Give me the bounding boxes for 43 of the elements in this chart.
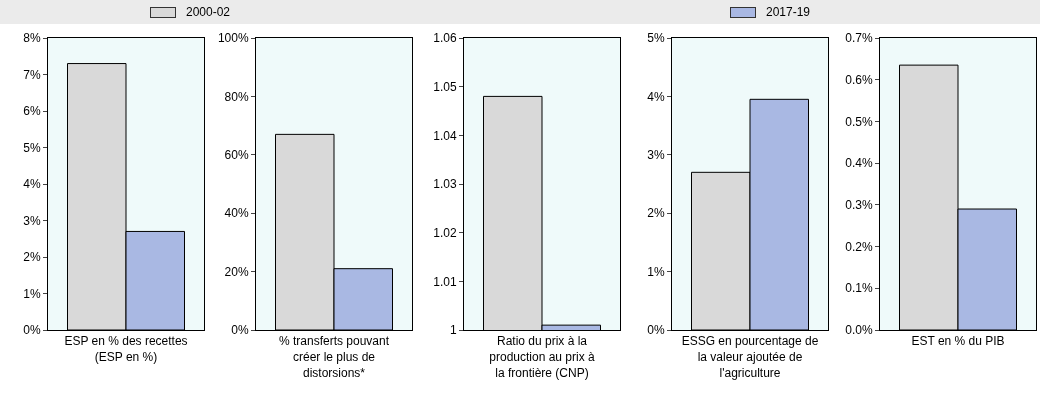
x-tick-label: ESSG en pourcentage de la valeur ajoutée de l'agriculture bbox=[681, 334, 819, 380]
y-tick-label: 3% bbox=[647, 148, 665, 162]
x-tick-label: ESP en % des recettes (ESP en %) bbox=[64, 334, 188, 364]
y-tick-label: 2% bbox=[647, 206, 665, 221]
y-tick-label: 0.6% bbox=[845, 72, 873, 87]
y-tick-label: 2% bbox=[23, 250, 41, 265]
y-tick-label: 40% bbox=[224, 206, 249, 221]
y-tick-label: 1.03 bbox=[433, 177, 457, 192]
x-tick-label: EST en % du PIB bbox=[911, 334, 1005, 349]
y-tick-label: 20% bbox=[224, 264, 249, 279]
y-tick-label: 8% bbox=[23, 31, 41, 46]
y-tick-label: 80% bbox=[224, 89, 249, 104]
y-tick-label: 4% bbox=[647, 89, 665, 104]
y-tick-label: 0% bbox=[231, 323, 249, 338]
y-tick-label: 1% bbox=[23, 286, 41, 301]
y-tick-label: 0.5% bbox=[845, 114, 873, 129]
y-tick-label: 7% bbox=[23, 67, 41, 82]
y-tick-label: 4% bbox=[23, 177, 41, 192]
legend-label: 2017-19 bbox=[766, 5, 811, 19]
y-tick-label: 0.4% bbox=[845, 156, 873, 171]
y-tick-label: 60% bbox=[224, 148, 249, 162]
y-tick-label: 100% bbox=[217, 31, 249, 46]
y-tick-label: 1.02 bbox=[433, 225, 457, 240]
y-tick-label: 3% bbox=[23, 213, 41, 228]
y-tick-label: 5% bbox=[23, 140, 41, 155]
y-tick-label: 0% bbox=[647, 323, 665, 338]
y-tick-label: 1.05 bbox=[433, 79, 457, 94]
y-tick-label: 1 bbox=[449, 323, 457, 338]
y-tick-label: 5% bbox=[647, 31, 665, 46]
y-tick-label: 0.7% bbox=[845, 31, 873, 46]
y-tick-label: 0.3% bbox=[845, 198, 873, 213]
y-tick-label: 0.1% bbox=[845, 281, 873, 296]
y-tick-label: 0% bbox=[23, 323, 41, 338]
y-tick-label: 1.04 bbox=[433, 128, 457, 143]
y-tick-label: 0.2% bbox=[845, 239, 873, 254]
y-tick-label: 6% bbox=[23, 104, 41, 119]
x-tick-label: % transferts pouvant créer le plus de distorsions* bbox=[278, 334, 390, 380]
y-tick-label: 1.01 bbox=[433, 274, 457, 289]
y-tick-label: 1% bbox=[647, 264, 665, 279]
y-tick-label: 1.06 bbox=[433, 31, 457, 46]
legend-label: 2000-02 bbox=[186, 5, 231, 19]
x-tick-label: Ratio du prix à la production au prix à la frontière (CNP) bbox=[489, 334, 596, 380]
y-tick-label: 0.0% bbox=[845, 323, 873, 338]
